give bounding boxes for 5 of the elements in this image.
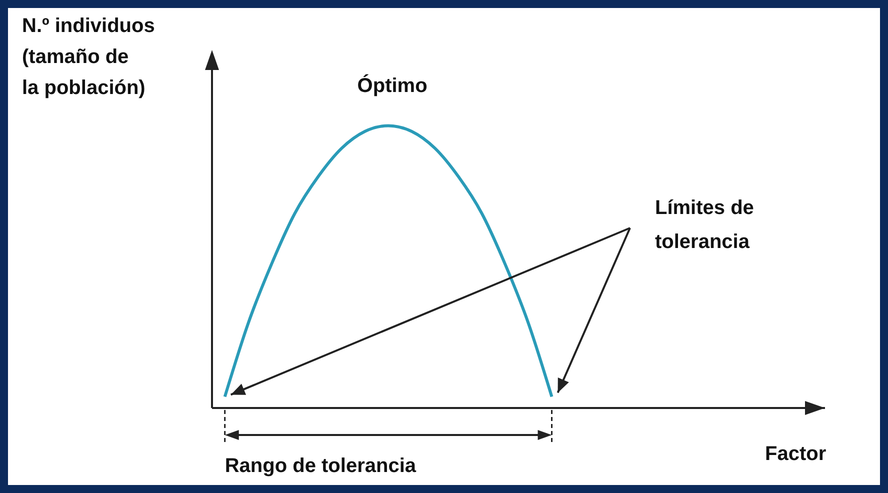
text: Rango de tolerancia xyxy=(224,455,417,477)
text: Óptimo xyxy=(357,74,428,97)
y-axis-title: N.º individuos (tamaño de la población) xyxy=(22,15,155,99)
annotation: Límites de tolerancia xyxy=(655,197,754,253)
x-axis-title: Factor xyxy=(765,443,826,465)
